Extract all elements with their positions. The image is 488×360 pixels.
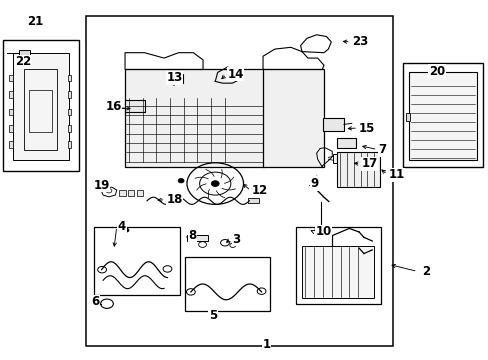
Bar — [137, 190, 143, 196]
Bar — [187, 235, 207, 241]
Text: 8: 8 — [188, 229, 196, 242]
Text: 4: 4 — [118, 220, 126, 233]
Bar — [19, 50, 30, 56]
Bar — [302, 246, 373, 298]
Bar — [128, 190, 134, 196]
Bar — [29, 90, 52, 132]
Text: 14: 14 — [227, 68, 244, 81]
Text: 19: 19 — [93, 179, 109, 192]
Text: 10: 10 — [315, 225, 331, 238]
Text: 18: 18 — [166, 193, 183, 206]
Bar — [9, 125, 13, 132]
Text: 23: 23 — [351, 35, 367, 49]
Bar — [9, 141, 13, 148]
Text: 12: 12 — [251, 184, 267, 197]
Bar — [184, 257, 269, 311]
Text: 21: 21 — [27, 15, 43, 28]
Bar — [3, 40, 79, 171]
Bar — [405, 113, 409, 121]
Bar — [168, 74, 182, 83]
Bar — [9, 75, 13, 81]
Bar — [124, 100, 145, 112]
Bar — [295, 226, 380, 304]
Text: 2: 2 — [422, 265, 430, 278]
Bar — [68, 125, 71, 132]
Text: 16: 16 — [105, 100, 122, 113]
Text: 17: 17 — [361, 157, 377, 170]
Bar — [9, 109, 13, 116]
Bar — [24, 69, 57, 149]
Text: 15: 15 — [358, 122, 375, 135]
Bar — [323, 118, 343, 131]
Text: 1: 1 — [262, 338, 270, 351]
Text: 20: 20 — [428, 65, 444, 78]
Bar — [68, 91, 71, 98]
Circle shape — [178, 179, 183, 183]
Bar — [408, 72, 476, 160]
Bar — [402, 63, 483, 167]
Bar — [336, 138, 355, 148]
Circle shape — [124, 228, 129, 232]
Bar — [68, 141, 71, 148]
Bar — [13, 53, 69, 160]
Bar — [248, 198, 259, 203]
Text: 3: 3 — [232, 233, 240, 246]
Bar — [332, 154, 352, 163]
Text: 9: 9 — [310, 177, 318, 190]
Text: 5: 5 — [208, 309, 217, 321]
Bar — [68, 75, 71, 81]
Text: 7: 7 — [378, 143, 386, 156]
Bar — [119, 190, 125, 196]
Bar — [86, 16, 392, 346]
Bar — [94, 226, 179, 295]
Bar — [68, 109, 71, 116]
Bar — [125, 69, 264, 167]
Text: 22: 22 — [15, 55, 32, 68]
Bar — [336, 152, 379, 187]
Circle shape — [211, 181, 219, 186]
Text: 13: 13 — [166, 71, 183, 84]
Text: 6: 6 — [91, 296, 99, 309]
Bar — [263, 69, 324, 167]
Bar — [9, 91, 13, 98]
Text: 11: 11 — [387, 168, 404, 181]
